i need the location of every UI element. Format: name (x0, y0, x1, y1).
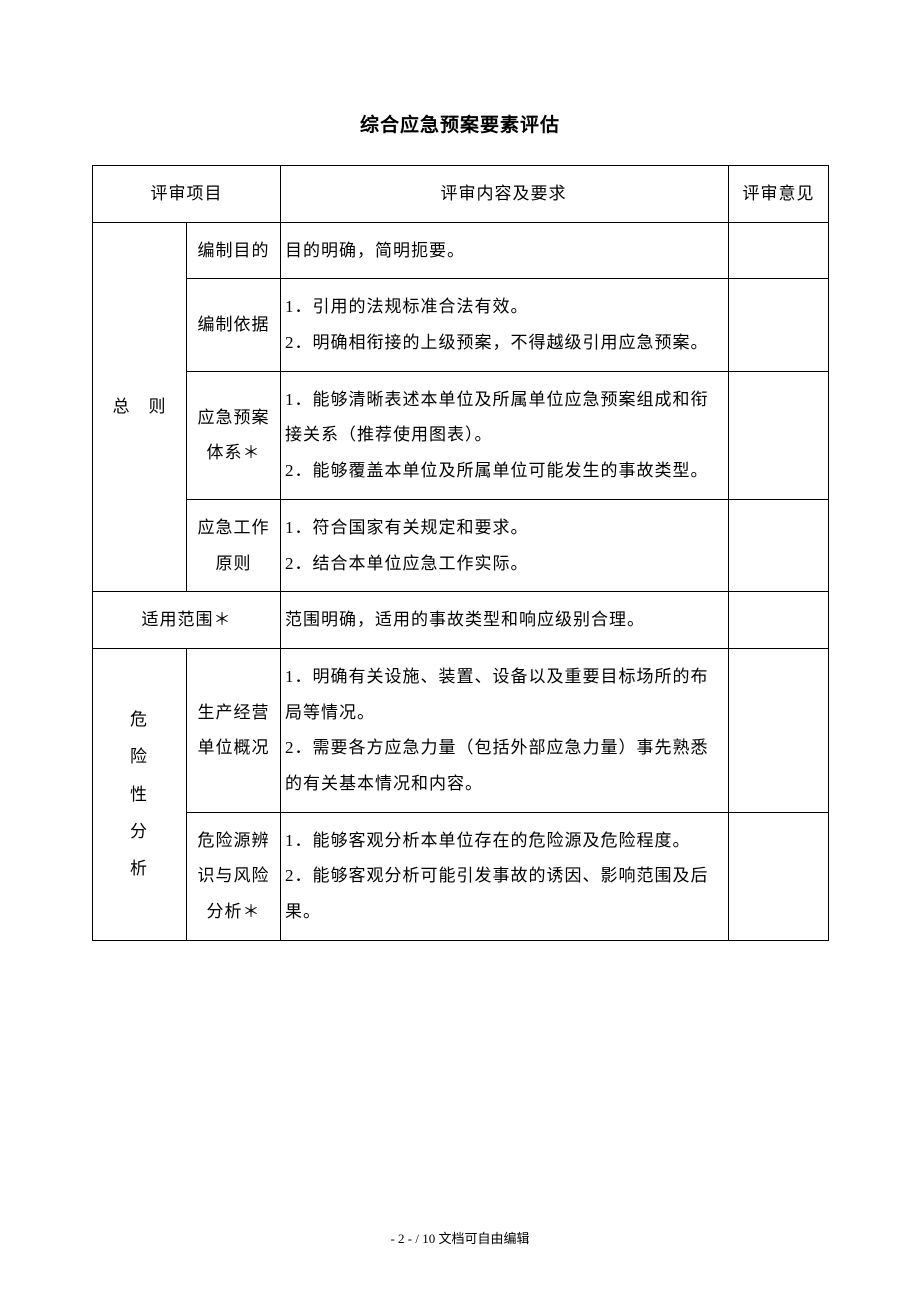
page-title: 综合应急预案要素评估 (92, 110, 828, 137)
content-cell: 1．能够清晰表述本单位及所属单位应急预案组成和衔接关系（推荐使用图表）。 2．能… (281, 371, 729, 499)
table-row: 适用范围＊ 范围明确，适用的事故类型和响应级别合理。 (93, 592, 829, 649)
table-row: 总 则 编制目的 目的明确，简明扼要。 (93, 222, 829, 279)
category-scope: 适用范围＊ (93, 592, 281, 649)
table-row: 应急预案体系＊ 1．能够清晰表述本单位及所属单位应急预案组成和衔接关系（推荐使用… (93, 371, 829, 499)
content-cell: 1．引用的法规标准合法有效。 2．明确相衔接的上级预案，不得越级引用应急预案。 (281, 279, 729, 371)
subitem-label: 生产经营单位概况 (187, 648, 281, 812)
opinion-cell (729, 499, 829, 591)
table-row: 编制依据 1．引用的法规标准合法有效。 2．明确相衔接的上级预案，不得越级引用应… (93, 279, 829, 371)
header-review-content: 评审内容及要求 (281, 166, 729, 223)
opinion-cell (729, 592, 829, 649)
subitem-label: 编制依据 (187, 279, 281, 371)
content-cell: 目的明确，简明扼要。 (281, 222, 729, 279)
subitem-label: 编制目的 (187, 222, 281, 279)
subitem-label: 应急工作原则 (187, 499, 281, 591)
page-footer: - 2 - / 10 文档可自由编辑 (0, 1228, 920, 1247)
table-row: 应急工作原则 1．符合国家有关规定和要求。 2．结合本单位应急工作实际。 (93, 499, 829, 591)
header-review-item: 评审项目 (93, 166, 281, 223)
opinion-cell (729, 279, 829, 371)
content-cell: 1．明确有关设施、装置、设备以及重要目标场所的布局等情况。 2．需要各方应急力量… (281, 648, 729, 812)
table-header-row: 评审项目 评审内容及要求 评审意见 (93, 166, 829, 223)
category-risk-analysis: 危 险 性 分 析 (93, 648, 187, 940)
opinion-cell (729, 222, 829, 279)
page-total: 10 (422, 1231, 435, 1246)
footer-note: 文档可自由编辑 (439, 1231, 530, 1246)
assessment-table: 评审项目 评审内容及要求 评审意见 总 则 编制目的 目的明确，简明扼要。 编制… (92, 165, 829, 941)
content-cell: 1．符合国家有关规定和要求。 2．结合本单位应急工作实际。 (281, 499, 729, 591)
header-review-opinion: 评审意见 (729, 166, 829, 223)
table-row: 危 险 性 分 析 生产经营单位概况 1．明确有关设施、装置、设备以及重要目标场… (93, 648, 829, 812)
content-cell: 范围明确，适用的事故类型和响应级别合理。 (281, 592, 729, 649)
subitem-label: 危险源辨识与风险分析＊ (187, 812, 281, 940)
footer-sep: / (412, 1231, 422, 1246)
opinion-cell (729, 648, 829, 812)
subitem-label: 应急预案体系＊ (187, 371, 281, 499)
document-page: 综合应急预案要素评估 评审项目 评审内容及要求 评审意见 总 则 编制目的 目的… (0, 0, 920, 1302)
category-general: 总 则 (93, 222, 187, 592)
opinion-cell (729, 371, 829, 499)
table-row: 危险源辨识与风险分析＊ 1．能够客观分析本单位存在的危险源及危险程度。 2．能够… (93, 812, 829, 940)
opinion-cell (729, 812, 829, 940)
page-number: - 2 - (390, 1231, 412, 1246)
content-cell: 1．能够客观分析本单位存在的危险源及危险程度。 2．能够客观分析可能引发事故的诱… (281, 812, 729, 940)
